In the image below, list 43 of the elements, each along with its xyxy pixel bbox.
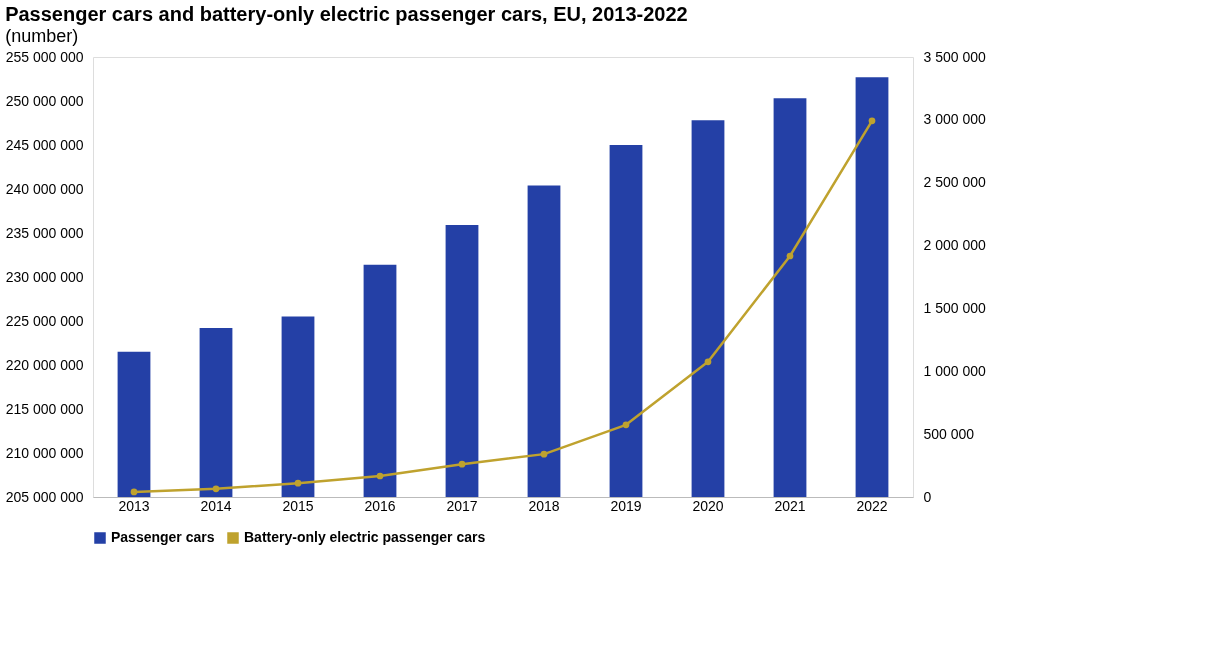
y2-tick-label: 1 000 000 bbox=[923, 362, 986, 379]
y-tick-label: 230 000 000 bbox=[5, 268, 84, 285]
y-tick-label: 250 000 000 bbox=[5, 92, 84, 109]
point bbox=[458, 460, 466, 468]
y2-tick-label: 2 500 000 bbox=[923, 174, 986, 191]
x-tick-label: 2021 bbox=[774, 497, 806, 514]
x-tick-label: 2016 bbox=[364, 497, 396, 514]
point bbox=[540, 450, 548, 458]
point bbox=[786, 252, 794, 260]
chart-title: Passenger cars and battery-only electric passenger cars, EU, 2013-2022 bbox=[5, 3, 688, 25]
y-tick-label: 235 000 000 bbox=[5, 224, 84, 241]
y2-tick-label: 500 000 bbox=[923, 425, 975, 442]
y-tick-label: 210 000 000 bbox=[5, 444, 84, 461]
x-tick-label: 2013 bbox=[118, 497, 150, 514]
point bbox=[212, 485, 220, 493]
point bbox=[130, 488, 138, 496]
x-tick-label: 2014 bbox=[200, 497, 232, 514]
x-tick-label: 2018 bbox=[528, 497, 560, 514]
y-tick-label: 205 000 000 bbox=[5, 488, 84, 505]
y-tick-label: 220 000 000 bbox=[5, 356, 84, 373]
y-tick-label: 240 000 000 bbox=[5, 180, 84, 197]
point bbox=[376, 472, 384, 480]
x-tick-label: 2020 bbox=[692, 497, 724, 514]
y-tick-label: 225 000 000 bbox=[5, 312, 84, 329]
y2-tick-label: 2 000 000 bbox=[923, 237, 986, 254]
x-tick-label: 2015 bbox=[282, 497, 314, 514]
y2-tick-label: 1 500 000 bbox=[923, 299, 986, 316]
y-tick-label: 245 000 000 bbox=[5, 136, 84, 153]
y2-tick-label: 0 bbox=[923, 488, 932, 505]
x-tick-label: 2019 bbox=[610, 497, 642, 514]
y2-tick-label: 3 000 000 bbox=[923, 111, 986, 128]
y-tick-label: 255 000 000 bbox=[5, 48, 84, 65]
legend-label: Battery-only electric passenger cars bbox=[244, 529, 486, 545]
legend-label: Passenger cars bbox=[111, 529, 215, 545]
chart-subtitle: (number) bbox=[5, 26, 79, 46]
point bbox=[868, 117, 876, 125]
x-tick-label: 2017 bbox=[446, 497, 478, 514]
y2-tick-label: 3 500 000 bbox=[923, 48, 986, 65]
x-tick-label: 2022 bbox=[856, 497, 888, 514]
point bbox=[294, 479, 302, 487]
point bbox=[704, 358, 712, 366]
y-tick-label: 215 000 000 bbox=[5, 400, 84, 417]
point bbox=[622, 421, 630, 429]
